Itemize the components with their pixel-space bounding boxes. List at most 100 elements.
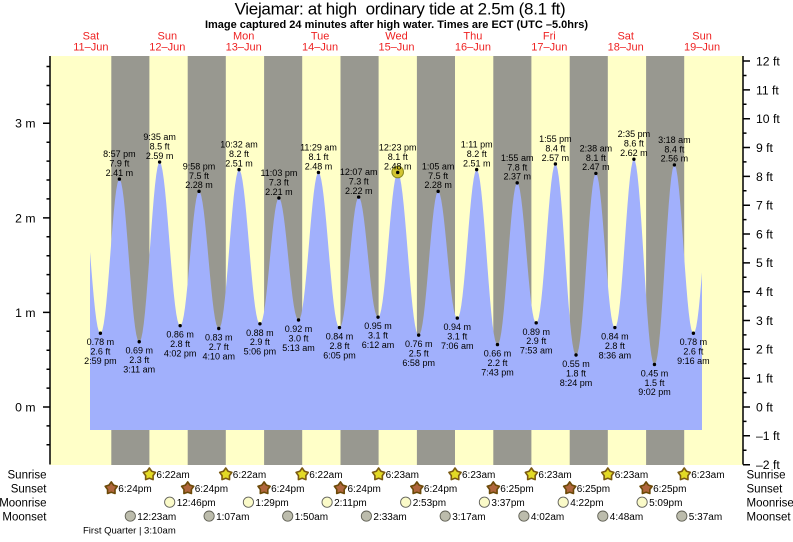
svg-text:3 m: 3 m <box>15 117 35 131</box>
svg-text:2 ft: 2 ft <box>756 343 774 357</box>
svg-text:1:07am: 1:07am <box>216 512 249 523</box>
svg-text:Sunrise: Sunrise <box>8 470 47 482</box>
svg-text:1:29pm: 1:29pm <box>255 498 288 509</box>
svg-text:12:23am: 12:23am <box>137 512 176 523</box>
svg-text:Viejamar: at high ordinary ti: Viejamar: at high ordinary tide at 2.5m … <box>235 0 566 19</box>
svg-text:2.41 m: 2.41 m <box>106 168 134 178</box>
svg-text:5:09pm: 5:09pm <box>649 498 682 509</box>
svg-text:6:24pm: 6:24pm <box>348 484 381 495</box>
svg-text:10 ft: 10 ft <box>756 112 780 126</box>
svg-text:16–Jun: 16–Jun <box>455 42 491 54</box>
svg-text:6:22am: 6:22am <box>309 470 342 481</box>
svg-text:6:58 pm: 6:58 pm <box>402 358 435 368</box>
svg-text:6 ft: 6 ft <box>756 227 774 241</box>
svg-text:Moonrise: Moonrise <box>747 497 793 509</box>
svg-text:7:43 pm: 7:43 pm <box>481 367 514 377</box>
svg-text:8 ft: 8 ft <box>756 170 774 184</box>
svg-text:2:59 pm: 2:59 pm <box>84 356 117 366</box>
svg-text:18–Jun: 18–Jun <box>608 42 644 54</box>
svg-text:2.28 m: 2.28 m <box>185 180 213 190</box>
svg-text:11 ft: 11 ft <box>756 83 779 97</box>
svg-text:2.56 m: 2.56 m <box>661 154 689 164</box>
svg-text:2:11pm: 2:11pm <box>334 498 367 509</box>
svg-text:3:17am: 3:17am <box>452 512 485 523</box>
svg-text:2.51 m: 2.51 m <box>463 158 491 168</box>
svg-text:9 ft: 9 ft <box>756 141 774 155</box>
svg-text:1 m: 1 m <box>15 306 35 320</box>
svg-text:13–Jun: 13–Jun <box>226 42 262 54</box>
svg-text:6:12 am: 6:12 am <box>362 340 395 350</box>
svg-text:4 ft: 4 ft <box>756 285 774 299</box>
svg-text:8:24 pm: 8:24 pm <box>560 378 593 388</box>
svg-text:1 ft: 1 ft <box>756 372 774 386</box>
svg-text:14–Jun: 14–Jun <box>302 42 338 54</box>
svg-text:7:06 am: 7:06 am <box>441 341 474 351</box>
svg-text:2.62 m: 2.62 m <box>620 148 648 158</box>
svg-text:6:23am: 6:23am <box>615 470 648 481</box>
svg-text:Tue: Tue <box>311 30 330 42</box>
svg-text:12–Jun: 12–Jun <box>149 42 185 54</box>
svg-text:7 ft: 7 ft <box>756 199 774 213</box>
svg-text:6:05 pm: 6:05 pm <box>323 350 356 360</box>
svg-text:Sunset: Sunset <box>747 484 784 496</box>
svg-text:6:25pm: 6:25pm <box>653 484 686 495</box>
svg-text:2.21 m: 2.21 m <box>265 187 293 197</box>
svg-text:Sunset: Sunset <box>11 484 48 496</box>
svg-text:–1 ft: –1 ft <box>756 429 780 443</box>
svg-text:4:22pm: 4:22pm <box>570 498 603 509</box>
svg-text:5:13 am: 5:13 am <box>282 343 315 353</box>
svg-text:6:23am: 6:23am <box>538 470 571 481</box>
svg-text:3 ft: 3 ft <box>756 314 774 328</box>
svg-text:11–Jun: 11–Jun <box>73 42 108 54</box>
svg-text:6:25pm: 6:25pm <box>577 484 610 495</box>
svg-text:4:02am: 4:02am <box>531 512 564 523</box>
svg-text:6:24pm: 6:24pm <box>118 484 151 495</box>
svg-text:First Quarter | 3:10am: First Quarter | 3:10am <box>83 526 176 537</box>
svg-text:17–Jun: 17–Jun <box>531 42 567 54</box>
svg-text:2.51 m: 2.51 m <box>225 158 253 168</box>
svg-text:6:22am: 6:22am <box>233 470 266 481</box>
svg-text:9:02 pm: 9:02 pm <box>638 387 671 397</box>
svg-text:2.47 m: 2.47 m <box>582 162 610 172</box>
svg-text:0 ft: 0 ft <box>756 400 774 414</box>
svg-text:2.22 m: 2.22 m <box>345 186 373 196</box>
svg-text:6:23am: 6:23am <box>691 470 724 481</box>
svg-text:Mon: Mon <box>233 30 254 42</box>
svg-text:Moonset: Moonset <box>747 511 792 523</box>
svg-text:6:24pm: 6:24pm <box>195 484 228 495</box>
svg-text:12:46pm: 12:46pm <box>177 498 216 509</box>
svg-text:Sun: Sun <box>158 30 178 42</box>
svg-text:6:22am: 6:22am <box>156 470 189 481</box>
svg-text:6:23am: 6:23am <box>462 470 495 481</box>
svg-text:Sun: Sun <box>692 30 712 42</box>
svg-text:Sunrise: Sunrise <box>747 470 786 482</box>
svg-text:12 ft: 12 ft <box>756 54 780 68</box>
svg-text:9:16 am: 9:16 am <box>677 356 710 366</box>
svg-text:Fri: Fri <box>543 30 556 42</box>
svg-text:15–Jun: 15–Jun <box>378 42 414 54</box>
svg-text:2:33am: 2:33am <box>373 512 406 523</box>
svg-text:5:06 pm: 5:06 pm <box>244 347 277 357</box>
svg-text:2:53pm: 2:53pm <box>413 498 446 509</box>
svg-text:3:11 am: 3:11 am <box>123 365 155 375</box>
svg-text:2.48 m: 2.48 m <box>384 161 412 171</box>
svg-text:Moonset: Moonset <box>2 511 47 523</box>
svg-text:Image captured 24 minutes afte: Image captured 24 minutes after high wat… <box>205 19 588 31</box>
svg-text:8:36 am: 8:36 am <box>599 350 632 360</box>
svg-text:5 ft: 5 ft <box>756 256 774 270</box>
svg-text:19–Jun: 19–Jun <box>684 42 720 54</box>
svg-text:Sat: Sat <box>617 30 634 42</box>
svg-text:6:25pm: 6:25pm <box>500 484 533 495</box>
svg-text:Moonrise: Moonrise <box>0 497 47 509</box>
svg-text:2.59 m: 2.59 m <box>146 151 174 161</box>
svg-text:Thu: Thu <box>463 30 482 42</box>
svg-text:6:24pm: 6:24pm <box>271 484 304 495</box>
svg-text:6:23am: 6:23am <box>386 470 419 481</box>
svg-text:2.57 m: 2.57 m <box>542 153 570 163</box>
svg-text:4:10 am: 4:10 am <box>203 351 236 361</box>
svg-text:1:50am: 1:50am <box>295 512 328 523</box>
svg-text:Sat: Sat <box>83 30 100 42</box>
svg-text:0 m: 0 m <box>15 400 35 414</box>
svg-text:Wed: Wed <box>385 30 407 42</box>
svg-text:2.48 m: 2.48 m <box>305 161 333 171</box>
